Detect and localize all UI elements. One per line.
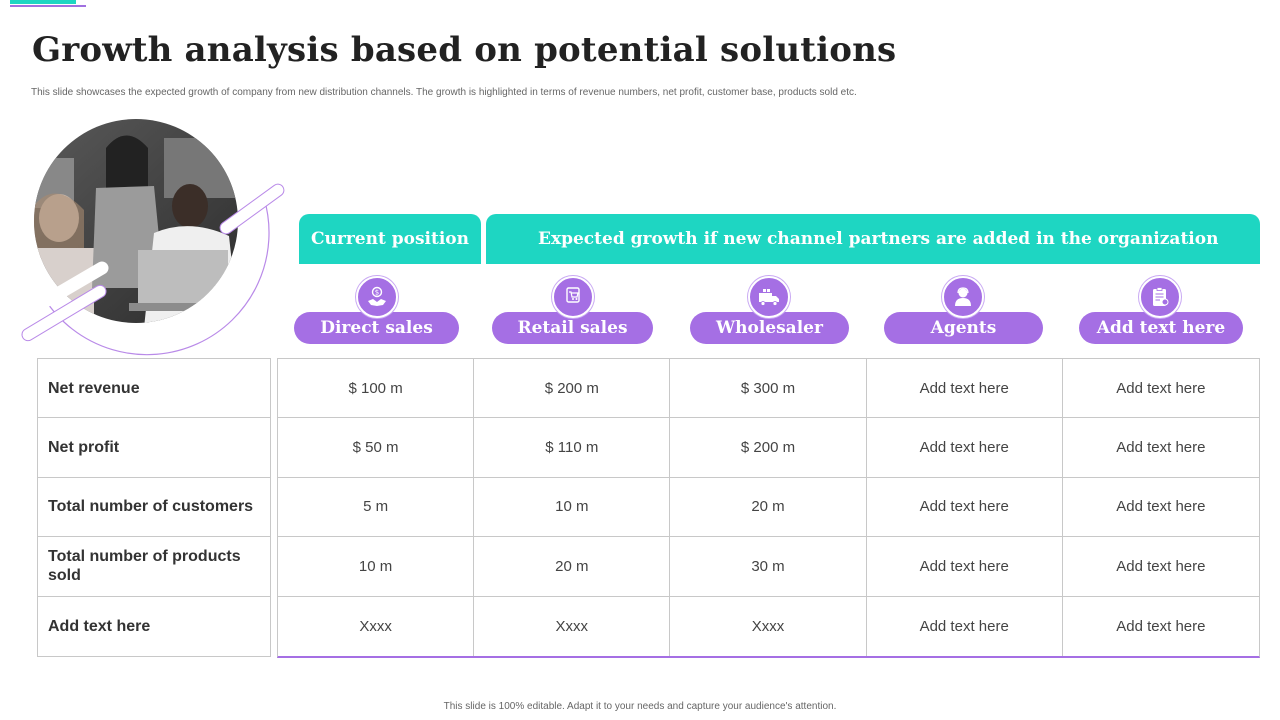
channel-label: Agents xyxy=(884,312,1043,344)
table-cell: Xxxx xyxy=(474,596,671,656)
table-cell: 20 m xyxy=(670,477,867,538)
svg-text:$: $ xyxy=(375,289,379,297)
row-label-column: Net revenue Net profit Total number of c… xyxy=(37,358,271,657)
table-cell: Add text here xyxy=(867,596,1063,656)
row-label: Net revenue xyxy=(38,359,270,419)
table-cell: Xxxx xyxy=(670,596,867,656)
table-cell: $ 110 m xyxy=(474,418,671,478)
channel-direct-sales: $ Direct sales xyxy=(294,276,459,346)
shopping-cart-icon xyxy=(552,276,594,318)
slide-title: Growth analysis based on potential solut… xyxy=(32,30,897,70)
table-cell: 10 m xyxy=(474,477,671,538)
table-cell: $ 300 m xyxy=(670,359,867,419)
table-cell: $ 100 m xyxy=(278,359,475,419)
agent-person-icon xyxy=(942,276,984,318)
table-cell: Add text here xyxy=(1062,537,1259,597)
clipboard-gear-icon xyxy=(1139,276,1181,318)
slide-footer: This slide is 100% editable. Adapt it to… xyxy=(443,701,837,712)
header-expected-growth: Expected growth if new channel partners … xyxy=(486,214,1260,264)
accent-bar-purple xyxy=(10,5,86,7)
table-cell: Add text here xyxy=(1116,617,1206,635)
row-label: Total number of customers xyxy=(38,478,270,538)
table-cell: 10 m xyxy=(278,537,475,597)
channel-retail-sales: Retail sales xyxy=(492,276,653,346)
row-label: Add text here xyxy=(48,617,151,635)
row-label: Total number of products sold xyxy=(38,537,270,597)
table-cell: Add text here xyxy=(1062,359,1259,419)
table-cell: Add text here xyxy=(866,477,1063,538)
table-cell: Xxxx xyxy=(278,596,475,656)
table-cell: Add text here xyxy=(1062,418,1259,478)
channel-add-text: Add text here xyxy=(1079,276,1243,346)
row-label: Net profit xyxy=(38,418,270,478)
table-cell: Add text here xyxy=(866,418,1063,478)
data-table: $ 100 m $ 200 m $ 300 m Add text here Ad… xyxy=(277,358,1260,658)
handshake-dollar-icon: $ xyxy=(356,276,398,318)
table-cell: Add text here xyxy=(1062,478,1259,538)
table-cell: $ 50 m xyxy=(278,418,475,478)
table-cell: Add text here xyxy=(866,359,1063,419)
table-cell: 20 m xyxy=(474,537,671,597)
team-photo xyxy=(14,118,289,358)
table-cell: $ 200 m xyxy=(670,418,867,478)
table-cell: 30 m xyxy=(670,537,867,597)
channel-wholesaler: Wholesaler xyxy=(690,276,849,346)
channel-agents: Agents xyxy=(884,276,1043,346)
truck-icon xyxy=(748,276,790,318)
slide-subtitle: This slide showcases the expected growth… xyxy=(31,87,857,98)
header-current-position: Current position xyxy=(299,214,481,264)
accent-bar-teal xyxy=(10,0,76,4)
table-cell: 5 m xyxy=(278,477,475,538)
table-cell: Add text here xyxy=(866,537,1063,597)
table-cell: $ 200 m xyxy=(474,359,671,419)
